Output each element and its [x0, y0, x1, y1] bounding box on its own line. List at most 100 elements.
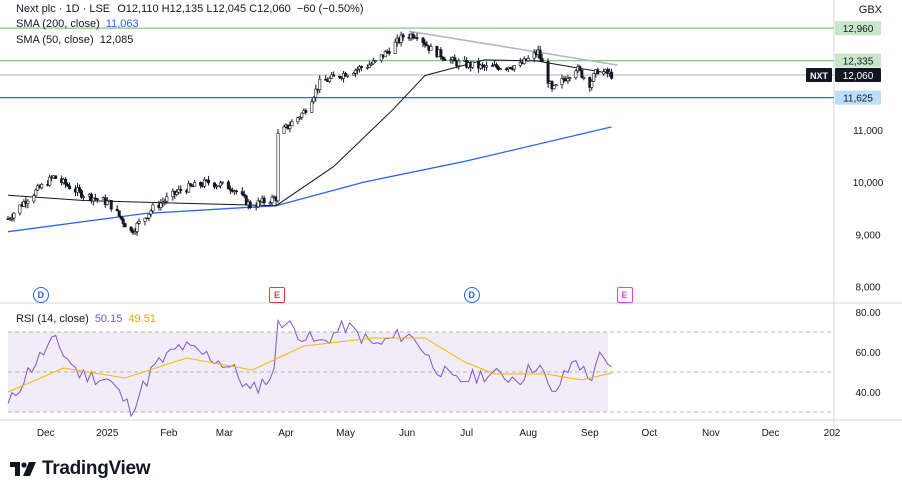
candle-body	[18, 204, 22, 214]
time-tick-label: Sep	[581, 428, 599, 439]
candle-body	[242, 194, 246, 197]
candle-body	[165, 196, 169, 202]
candle-body	[207, 179, 211, 184]
candle-body	[48, 176, 52, 186]
time-tick-label: Mar	[216, 428, 234, 439]
candle-body	[453, 57, 457, 62]
candle-body	[330, 74, 334, 79]
candle-body	[522, 58, 526, 64]
earnings-event-marker[interactable]: E	[269, 287, 286, 303]
candle-body	[12, 212, 16, 219]
candle-body	[270, 196, 274, 204]
candle-body	[508, 66, 512, 69]
candle-body	[443, 58, 447, 61]
time-tick-label: Dec	[762, 428, 780, 439]
candle-body	[10, 217, 14, 220]
candle-body	[262, 197, 266, 204]
rsi-line	[7, 318, 612, 418]
candle-body	[346, 74, 350, 77]
candle-body	[496, 66, 500, 70]
candle-body	[89, 193, 93, 202]
candle-body	[290, 121, 294, 127]
candle-body	[540, 58, 544, 62]
candle-body	[117, 210, 121, 217]
candle-body	[411, 33, 415, 39]
candle-body	[77, 187, 81, 191]
price-tick-label: 8,000	[855, 282, 880, 293]
time-tick-label: Jul	[460, 428, 473, 439]
time-tick-label: Aug	[519, 428, 537, 439]
last-price-label: 12,060	[843, 71, 874, 82]
candle-body	[34, 189, 38, 196]
close-value: 12,060	[257, 3, 291, 15]
candle-body	[220, 181, 224, 184]
candle-body	[213, 182, 217, 188]
candle-body	[582, 77, 586, 79]
change-value: −60 (−0.50%)	[296, 3, 364, 15]
open-label: O	[117, 3, 126, 15]
level-price-label: 12,960	[843, 24, 874, 35]
candle-body	[226, 181, 230, 190]
candle-body	[187, 183, 191, 193]
sma200-label: SMA (200, close)	[16, 18, 100, 30]
candle-body	[596, 69, 600, 75]
candle-body	[163, 200, 167, 203]
price-tick-label: 10,000	[853, 178, 884, 189]
candle-body	[532, 52, 536, 59]
candle-body	[216, 185, 220, 188]
candle-body	[324, 78, 328, 81]
candle-body	[554, 84, 558, 87]
rsi-legend[interactable]: RSI (14, close) 50.15 49.51	[16, 313, 156, 325]
dividend-event-marker[interactable]: D	[32, 287, 49, 303]
candle-body	[298, 116, 302, 119]
candle-body	[371, 60, 375, 65]
tradingview-logo: TradingView	[10, 458, 151, 480]
currency-label[interactable]: GBX	[858, 4, 882, 16]
candle-body	[234, 190, 238, 193]
candle-body	[332, 74, 336, 77]
time-tick-label: 2025	[96, 428, 119, 439]
candle-body	[189, 183, 193, 187]
symbol-tag	[806, 67, 832, 82]
candle-body	[383, 51, 387, 58]
candle-body	[457, 60, 461, 67]
candle-body	[538, 49, 542, 59]
candle-body	[244, 195, 248, 206]
sma200-legend[interactable]: SMA (200, close) 11,063	[16, 18, 139, 30]
candle-body	[135, 223, 139, 232]
earnings-event-marker[interactable]: E	[616, 287, 633, 303]
ohlc-legend: Next plc · 1D · LSE O12,110 H12,135 L12,…	[16, 3, 364, 15]
candle-body	[199, 182, 203, 186]
candle-body	[282, 126, 286, 134]
candle-body	[602, 71, 606, 75]
high-value: 12,135	[169, 3, 204, 15]
candle-body	[471, 61, 475, 68]
candle-body	[580, 69, 584, 78]
candle-body	[288, 125, 292, 129]
dividend-event-marker[interactable]: D	[463, 287, 480, 303]
candle-body	[379, 54, 383, 61]
candle-body	[401, 34, 405, 38]
brand-name: TradingView	[42, 458, 151, 479]
time-tick-label: May	[336, 428, 355, 439]
candle-body	[387, 51, 391, 54]
candle-body	[490, 65, 494, 67]
rsi-tick-label: 40.00	[855, 388, 880, 399]
level-price-tag	[835, 21, 881, 36]
candle-body	[115, 208, 119, 212]
rsi-tick-label: 80.00	[855, 308, 880, 319]
candle-body	[81, 196, 85, 198]
candle-body	[109, 200, 113, 210]
candle-body	[95, 198, 99, 200]
rsi-value: 50.15	[94, 313, 123, 325]
sma200-value: 11,063	[105, 18, 139, 30]
candle-body	[151, 204, 155, 212]
sma50-legend[interactable]: SMA (50, close) 12,085	[16, 34, 133, 46]
candle-body	[550, 81, 554, 90]
candle-body	[355, 68, 359, 71]
candle-body	[310, 101, 314, 113]
rsi-tick-label: 60.00	[855, 348, 880, 359]
candle-body	[254, 206, 258, 209]
candle-body	[606, 69, 610, 74]
